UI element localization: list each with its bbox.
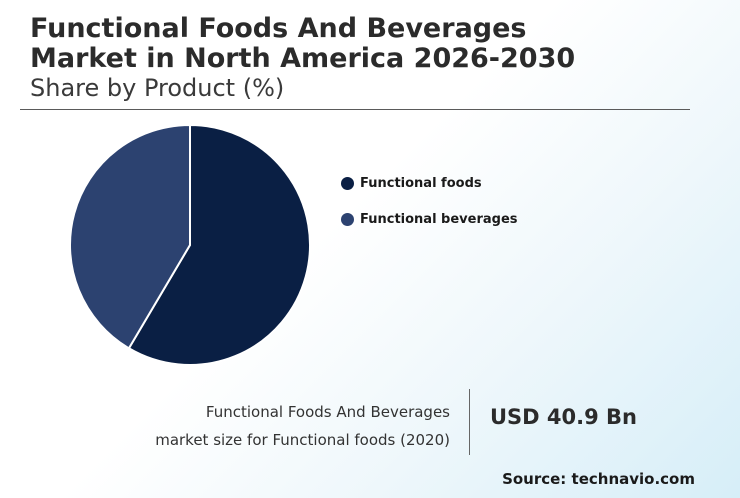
legend-item-functional-beverages: Functional beverages xyxy=(341,211,518,227)
market-size-description-line-2: market size for Functional foods (2020) xyxy=(155,431,450,449)
chart-title-line-1: Functional Foods And Beverages xyxy=(30,13,527,44)
source-credit: Source: technavio.com xyxy=(502,470,695,488)
legend-label-functional-foods: Functional foods xyxy=(360,175,482,191)
market-size-description: Functional Foods And Beverages market si… xyxy=(155,398,450,454)
pie-slice-functional-foods xyxy=(127,123,311,366)
legend-label-functional-beverages: Functional beverages xyxy=(360,211,518,227)
header-divider xyxy=(20,109,690,110)
legend-item-functional-foods: Functional foods xyxy=(341,175,518,191)
chart-subtitle: Share by Product (%) xyxy=(30,74,285,102)
legend-swatch-functional-foods xyxy=(341,176,354,190)
market-size-divider xyxy=(469,389,470,455)
chart-title-line-2: Market in North America 2026-2030 xyxy=(30,43,576,74)
chart-title: Functional Foods And Beverages Market in… xyxy=(30,14,690,74)
chart-legend: Functional foods Functional beverages xyxy=(341,175,518,247)
market-size-description-line-1: Functional Foods And Beverages xyxy=(205,403,450,421)
pie-slice-functional-beverages xyxy=(69,123,191,350)
legend-swatch-functional-beverages xyxy=(341,212,354,226)
market-size-value: USD 40.9 Bn xyxy=(490,405,637,429)
